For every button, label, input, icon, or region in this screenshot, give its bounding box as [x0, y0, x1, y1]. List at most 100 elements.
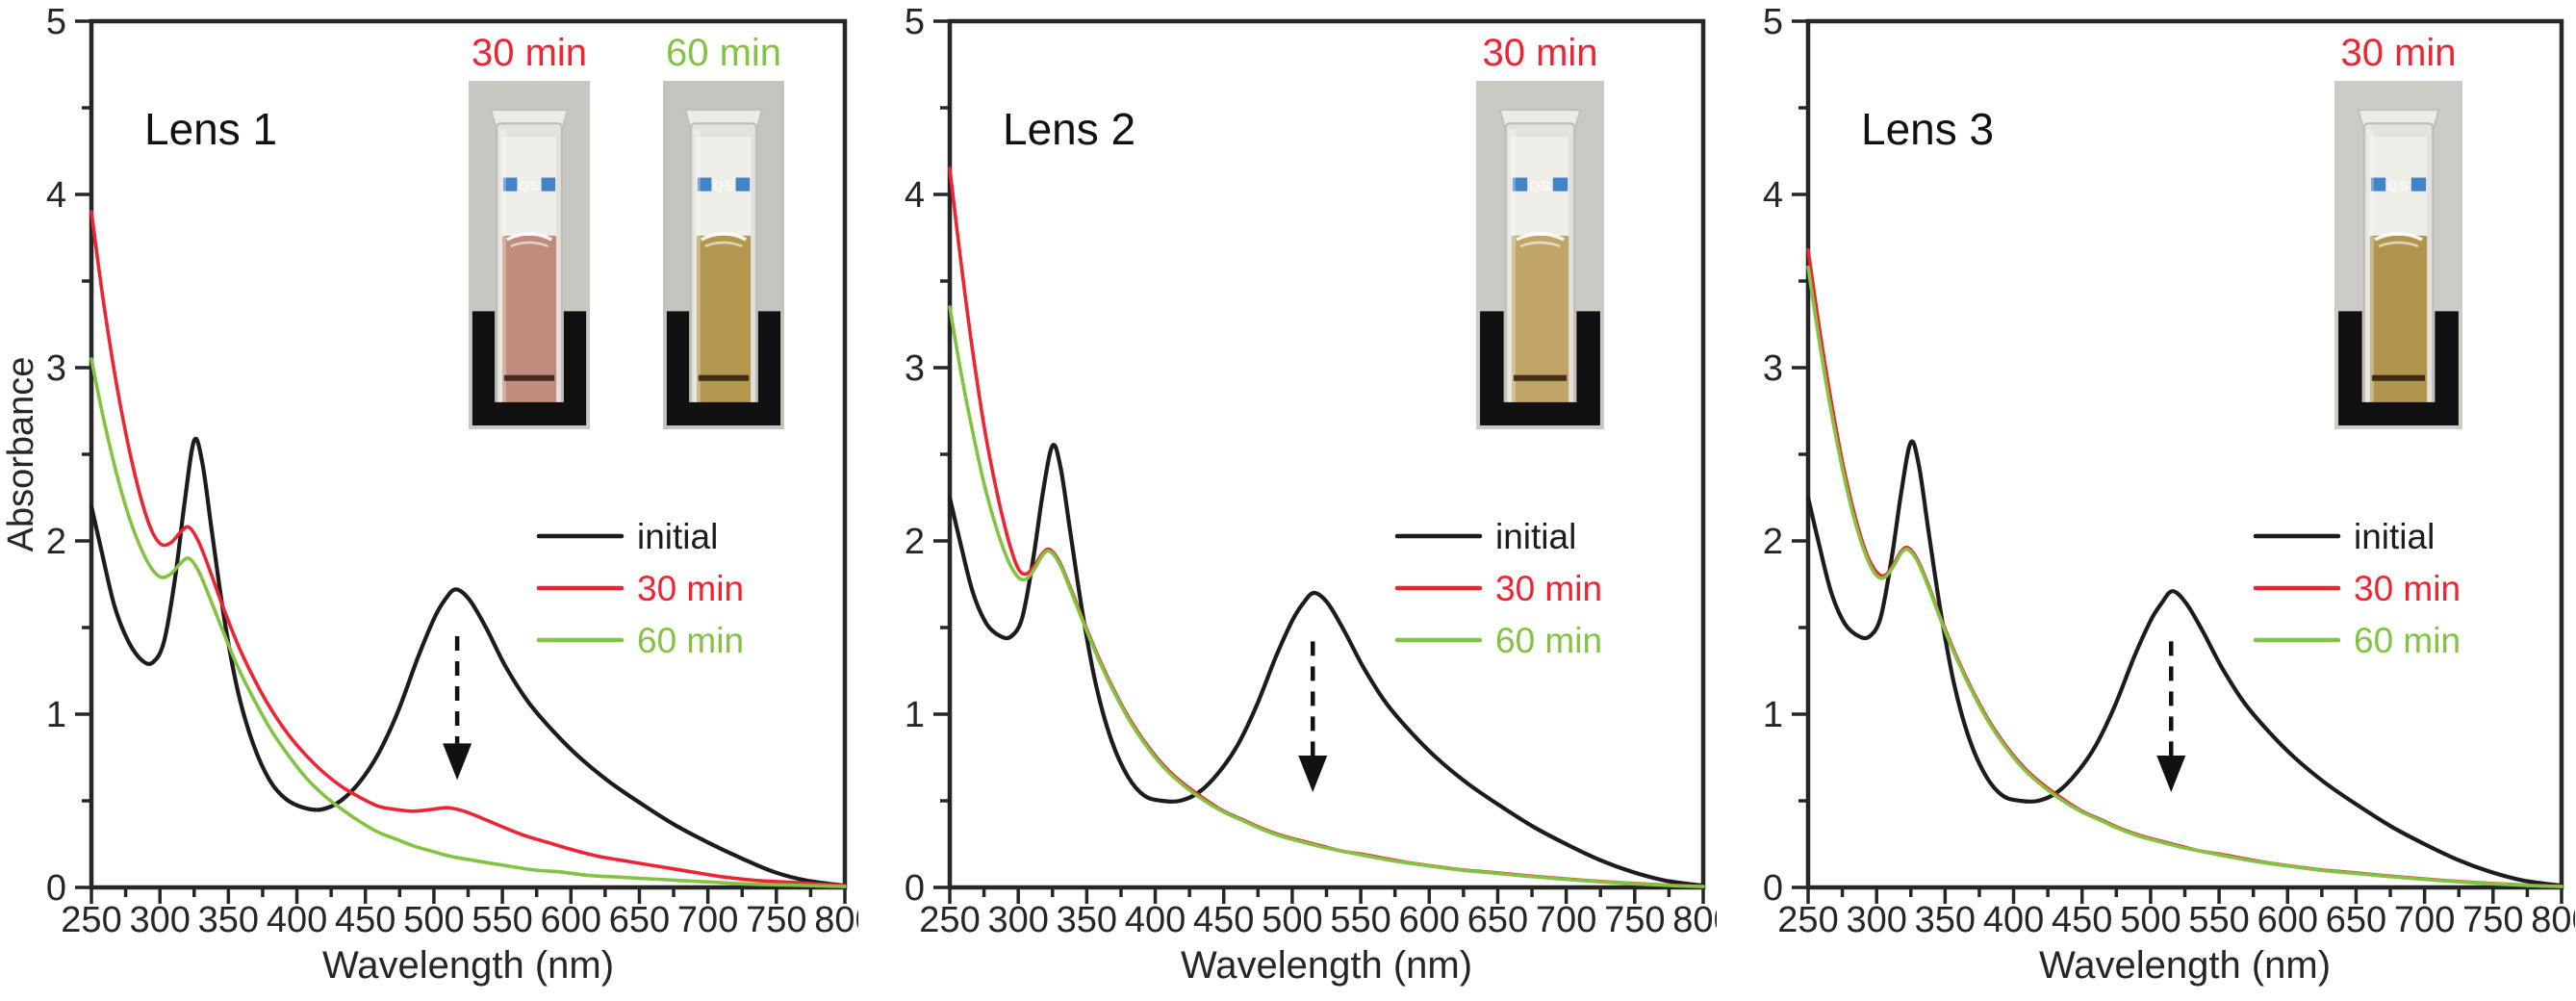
- y-tick-label: 0: [1763, 868, 1783, 909]
- y-tick-label: 0: [905, 868, 925, 909]
- arrow-head: [2156, 756, 2186, 792]
- cuvette-liquid: [696, 235, 752, 406]
- legend-label-30-min: 30 min: [2354, 569, 2461, 608]
- legend-label-60-min: 60 min: [637, 621, 744, 660]
- y-tick-label: 3: [1763, 348, 1783, 389]
- inset-time-label: 30 min: [1482, 32, 1597, 74]
- cuvette-liquid: [501, 235, 557, 406]
- x-tick-label: 250: [1777, 900, 1838, 940]
- x-tick-label: 800: [814, 900, 858, 940]
- y-tick-label: 2: [1763, 522, 1783, 562]
- x-tick-label: 300: [129, 900, 190, 940]
- cuvette-dark-line: [503, 374, 555, 381]
- liquid-meniscus: [700, 232, 748, 242]
- x-tick-label: 600: [2257, 900, 2318, 940]
- x-tick-label: 600: [1399, 900, 1460, 940]
- x-tick-label: 400: [1983, 900, 2044, 940]
- cuvette-holder: [472, 311, 587, 425]
- legend: initial 30 min 60 min: [1394, 517, 1602, 660]
- x-tick-label: 650: [1467, 900, 1528, 940]
- cuvette-qs-marking: QS: [1529, 179, 1551, 194]
- x-axis-title: Wavelength (nm): [2039, 944, 2331, 987]
- x-tick-label: 500: [1262, 900, 1322, 940]
- liquid-meniscus: [505, 232, 553, 242]
- panel-title: Lens 1: [144, 104, 277, 154]
- cuvette-blue-mark: [735, 177, 751, 192]
- x-tick-label: 400: [1125, 900, 1186, 940]
- cuvette-blue-mark: [1512, 177, 1528, 192]
- glass-highlight: [498, 129, 506, 402]
- liquid-meniscus: [704, 241, 743, 248]
- legend: initial 30 min 60 min: [536, 517, 744, 660]
- liquid-meniscus: [1516, 232, 1565, 242]
- glass-highlight: [2366, 129, 2374, 402]
- y-tick-label: 1: [1763, 695, 1783, 735]
- x-tick-label: 700: [677, 900, 738, 940]
- x-tick-label: 400: [267, 900, 327, 940]
- cuvette-dark-line: [698, 374, 750, 381]
- peak-decrease-arrow-icon: [2156, 641, 2186, 792]
- liquid-meniscus: [2374, 232, 2423, 242]
- series-line-60-min: [948, 305, 1705, 888]
- y-tick-label: 1: [905, 695, 925, 735]
- x-tick-label: 800: [1672, 900, 1717, 940]
- cuvette-blue-mark: [2370, 177, 2386, 192]
- cuvette-blue-mark: [697, 177, 712, 192]
- legend-label-60-min: 60 min: [2354, 621, 2461, 660]
- x-tick-label: 550: [472, 900, 532, 940]
- legend-label-initial: initial: [637, 517, 718, 556]
- inset-time-label: 30 min: [472, 32, 587, 74]
- x-tick-label: 450: [335, 900, 395, 940]
- panel-title: Lens 3: [1861, 104, 1994, 154]
- y-tick-label: 2: [46, 522, 66, 562]
- liquid-meniscus: [510, 241, 548, 248]
- x-tick-label: 800: [2531, 900, 2575, 940]
- x-tick-label: 350: [1915, 900, 1976, 940]
- x-tick-label: 500: [403, 900, 464, 940]
- cuvette-photo-inset: QS: [1476, 81, 1604, 429]
- cuvette-dark-line: [2371, 374, 2426, 381]
- x-tick-label: 550: [1330, 900, 1390, 940]
- liquid-meniscus: [2378, 241, 2419, 248]
- y-tick-label: 3: [46, 348, 66, 389]
- x-tick-label: 350: [1057, 900, 1117, 940]
- cuvette-blue-mark: [502, 177, 518, 192]
- cuvette-qs-marking: QS: [713, 177, 734, 192]
- x-tick-label: 700: [1536, 900, 1596, 940]
- x-tick-label: 450: [1193, 900, 1254, 940]
- x-tick-label: 750: [746, 900, 806, 940]
- x-axis-title: Wavelength (nm): [322, 944, 614, 987]
- x-tick-label: 750: [2462, 900, 2523, 940]
- x-tick-label: 250: [919, 900, 980, 940]
- legend-label-60-min: 60 min: [1495, 621, 1602, 660]
- y-tick-label: 0: [46, 868, 66, 909]
- x-tick-label: 600: [541, 900, 601, 940]
- panel-title: Lens 2: [1003, 104, 1135, 154]
- cuvette-liquid: [2369, 235, 2428, 406]
- arrow-head: [443, 743, 472, 781]
- x-tick-label: 300: [1846, 900, 1906, 940]
- y-tick-label: 4: [1763, 175, 1783, 216]
- cuvette-blue-mark: [1552, 177, 1569, 192]
- x-tick-label: 550: [2188, 900, 2249, 940]
- cuvette-holder: [666, 311, 781, 425]
- y-tick-label: 5: [1763, 2, 1783, 42]
- series-line-initial: [1805, 439, 2564, 888]
- series-line-initial: [89, 436, 848, 888]
- peak-decrease-arrow-icon: [1298, 641, 1328, 792]
- peak-decrease-arrow-icon: [443, 636, 472, 781]
- cuvette-photo-inset: QS: [469, 81, 590, 429]
- cuvette-dark-line: [1513, 374, 1568, 381]
- y-tick-label: 4: [905, 175, 925, 216]
- series-line-60-min: [89, 357, 847, 888]
- y-tick-label: 3: [905, 348, 925, 389]
- y-axis-title: Absorbance: [1, 357, 41, 552]
- inset-time-label: 30 min: [2340, 32, 2456, 74]
- glass-highlight: [1508, 129, 1516, 402]
- x-tick-label: 650: [2326, 900, 2386, 940]
